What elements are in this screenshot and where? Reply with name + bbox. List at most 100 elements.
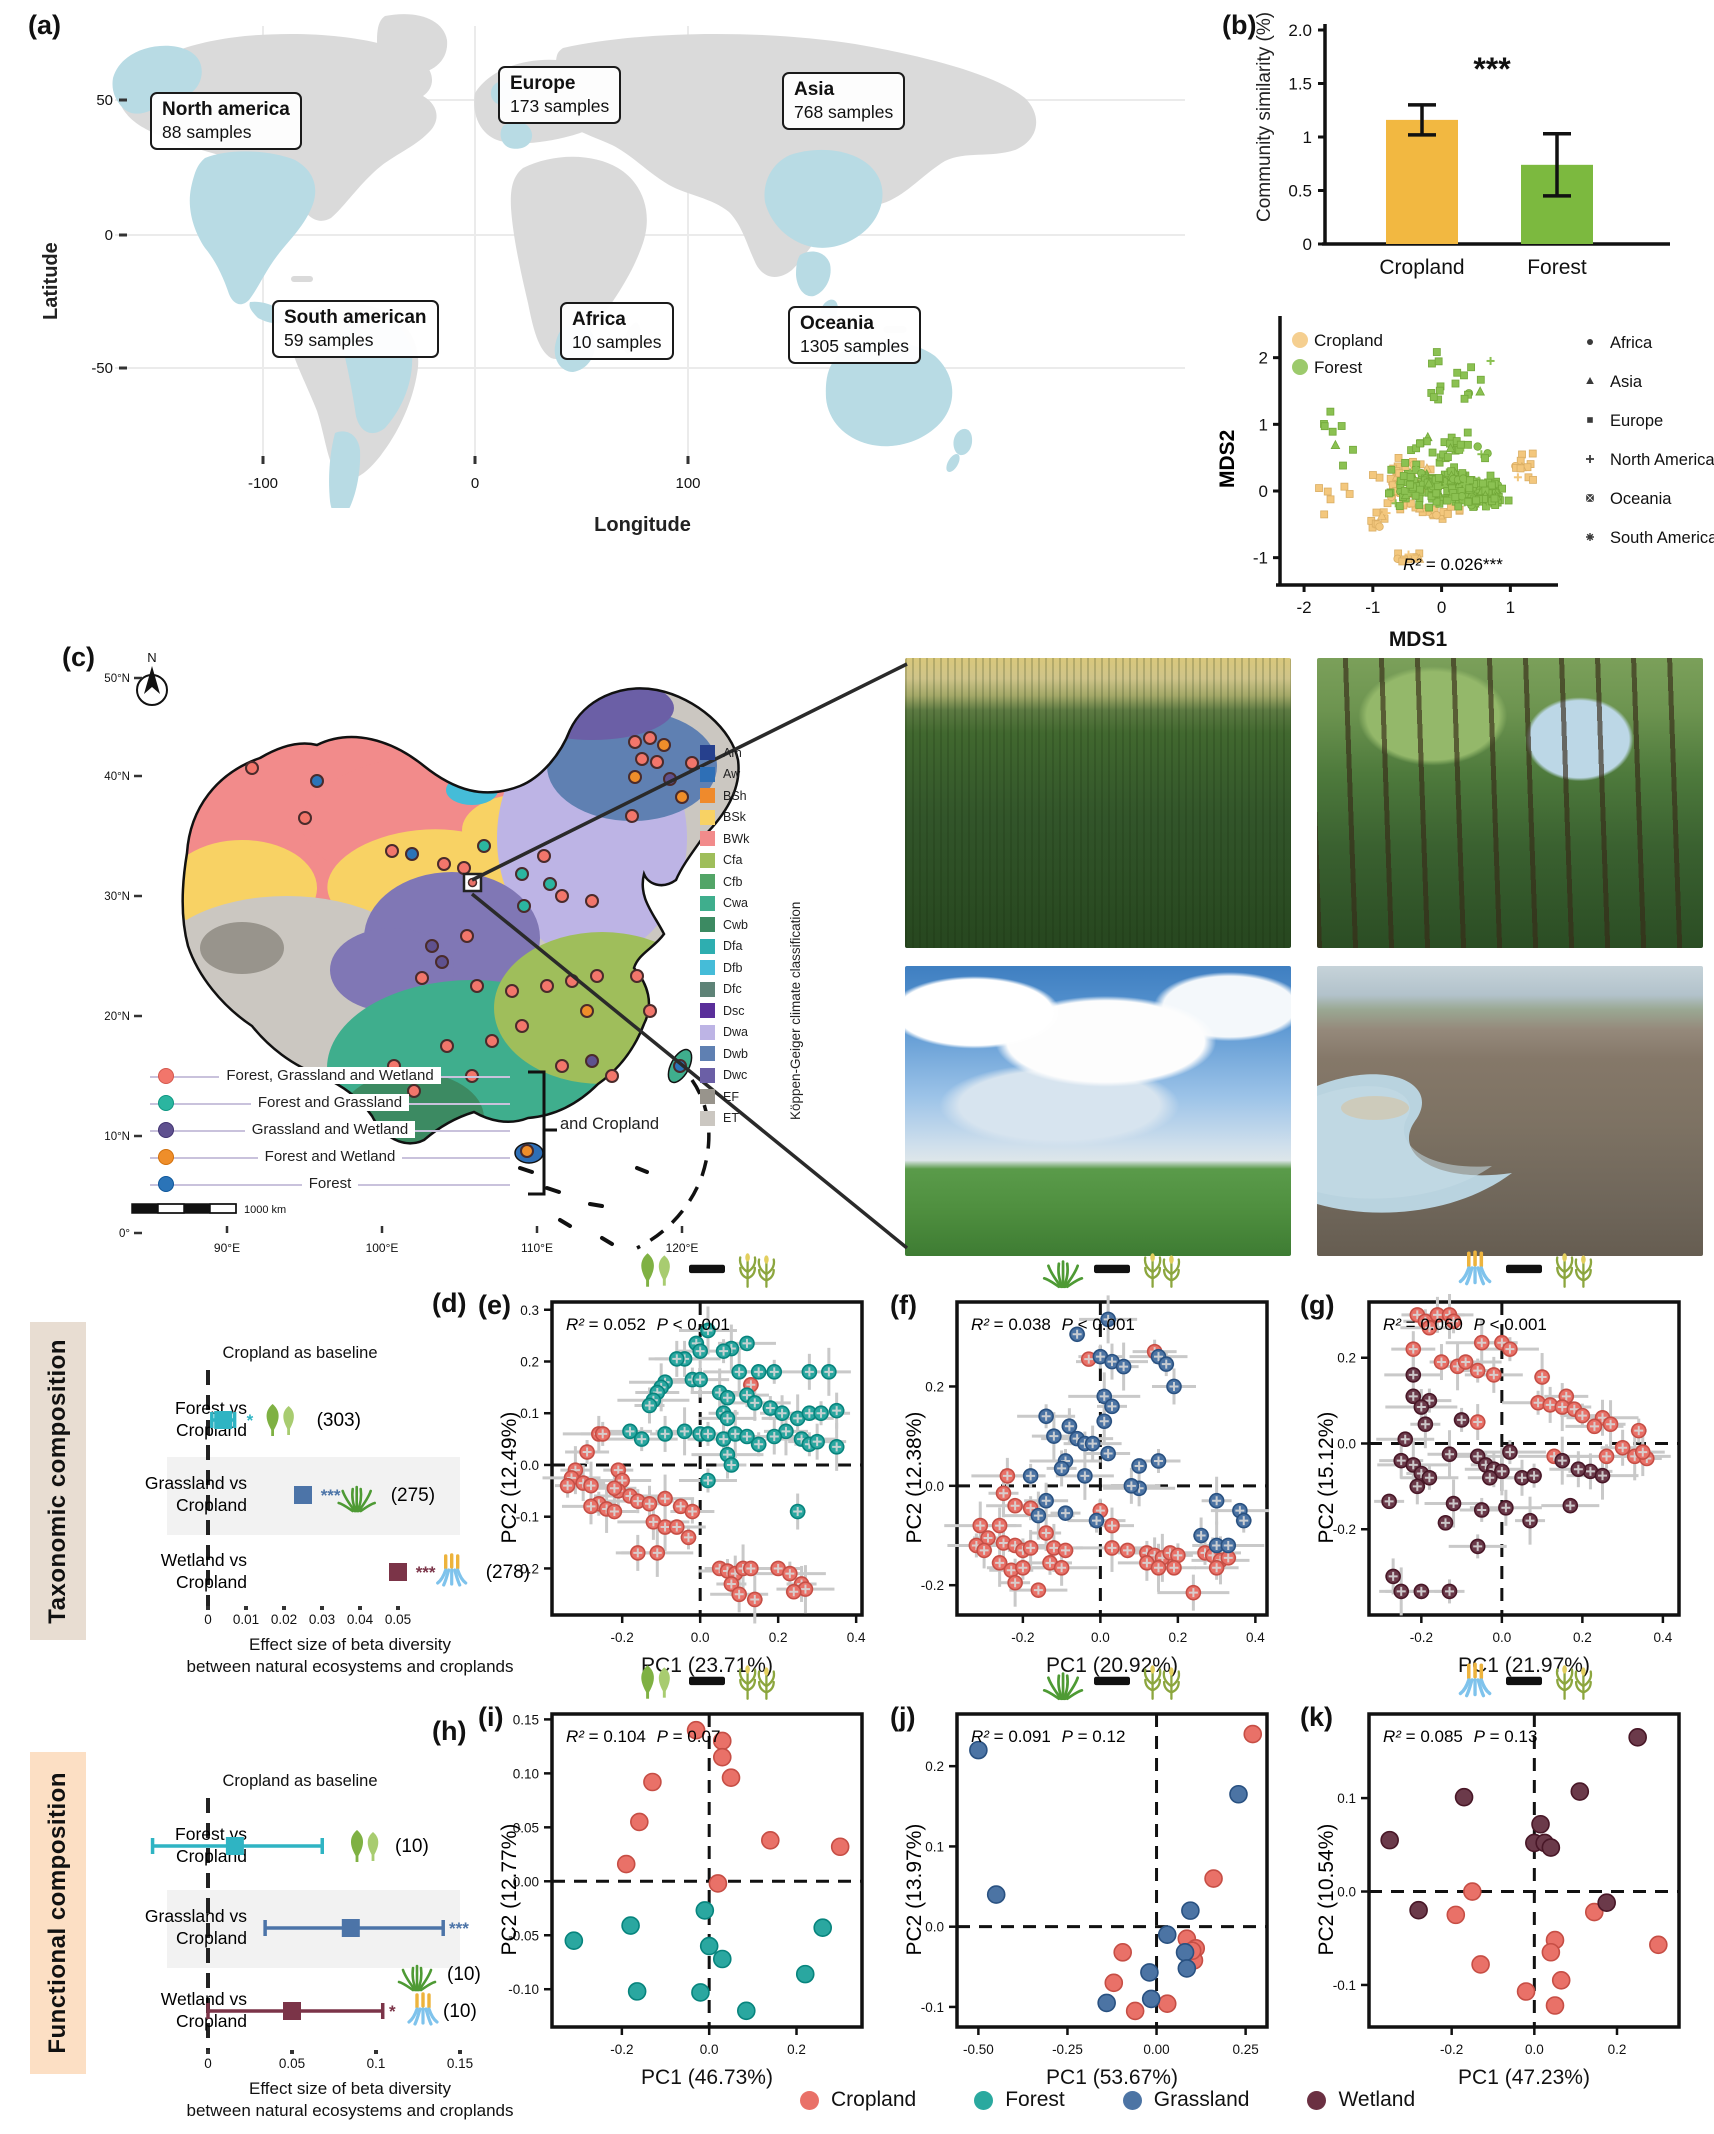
svg-text:Community similarity (%): Community similarity (%) [1254,12,1275,222]
svg-text:0.00: 0.00 [1143,2042,1169,2057]
site-legend-label: Forest, Grassland and Wetland [219,1067,441,1084]
svg-text:-100: -100 [248,475,278,492]
koppen-swatch [700,831,715,847]
pca-plot-i: R² = 0.104 P = 0.07 -0.2 0.0 0.2 0.15 0.10 0.0… [498,1706,872,2100]
svg-text:(278): (278) [486,1562,530,1583]
svg-text:0.15: 0.15 [447,2056,473,2071]
svg-text:30°N: 30°N [104,891,130,903]
svg-text:Cropland: Cropland [1379,256,1464,279]
world-map: 50 0 -50 -100 0 100 [85,8,1200,517]
svg-text:***: *** [449,1919,469,1938]
svg-text:0.0: 0.0 [1492,1630,1511,1645]
koppen-code: BSh [723,788,747,803]
svg-text:0.00: 0.00 [513,1874,539,1889]
svg-text:2.0: 2.0 [1288,21,1312,40]
svg-text:100°E: 100°E [366,1241,399,1255]
vs-bar-icon [1094,1676,1130,1686]
svg-text:(303): (303) [317,1410,361,1431]
koppen-class: ET [700,1108,749,1130]
pca-plot-e: R² = 0.052 P < 0.001 -0.2 0.0 0.2 0.4 0.3 0.2 0… [498,1294,872,1688]
svg-text:Cropland as baseline: Cropland as baseline [222,1772,377,1790]
svg-text:Effect size of beta diversity: Effect size of beta diversity [249,2079,451,2098]
koppen-class: Cwa [700,893,749,915]
svg-text:40°N: 40°N [104,771,130,783]
svg-text:Cropland: Cropland [176,1495,247,1515]
svg-text:Cropland: Cropland [176,1572,247,1592]
cropland-icon [1555,1665,1593,1700]
svg-text:50: 50 [96,92,113,109]
svg-text:***: *** [416,1563,436,1582]
grassland-icon [1042,1672,1084,1701]
svg-text:0.0: 0.0 [1091,1630,1110,1645]
legend-item-grassland: Grassland [1122,2088,1249,2112]
svg-text:PC2 (12.49%): PC2 (12.49%) [500,1412,521,1544]
svg-text:South America: South America [1610,529,1714,547]
svg-text:Cropland as baseline: Cropland as baseline [222,1344,377,1362]
svg-text:PC2 (10.54%): PC2 (10.54%) [1317,1824,1338,1956]
svg-text:-50: -50 [91,360,113,377]
koppen-swatch [700,1046,715,1062]
svg-text:0.0: 0.0 [700,2042,719,2057]
svg-text:0.3: 0.3 [520,1303,539,1318]
taxonomic-composition-label: Taxonomic composition [30,1322,86,1640]
svg-text:***: *** [1473,51,1511,87]
forest-icon [641,1665,670,1699]
svg-text:***: *** [321,1486,341,1505]
koppen-code: BWk [723,831,750,846]
svg-text:0: 0 [1303,235,1312,254]
koppen-swatch [700,1003,715,1019]
site-legend-label: Forest and Wetland [257,1148,403,1165]
svg-text:0.1: 0.1 [520,1406,539,1421]
svg-text:-2: -2 [1297,598,1312,617]
svg-text:0.0: 0.0 [925,1479,944,1494]
legend-dot [1122,2090,1142,2110]
koppen-code: Cwa [723,896,749,911]
svg-text:Cropland: Cropland [176,2011,247,2031]
svg-text:0.2: 0.2 [520,1354,539,1369]
svg-text:R² = 0.085 P = 0.13: R² = 0.085 P = 0.13 [1383,1727,1537,1746]
svg-text:100: 100 [675,475,700,492]
svg-text:1: 1 [1303,128,1312,147]
svg-text:-0.2: -0.2 [1333,1522,1356,1537]
svg-text:0: 0 [471,475,479,492]
koppen-code: Cfb [723,874,743,889]
cropland-icon [1143,1253,1181,1288]
legend-item-forest: Forest [974,2088,1065,2112]
svg-text:Wetland vs: Wetland vs [161,1550,247,1570]
svg-text:0°: 0° [119,1228,130,1240]
svg-text:0.02: 0.02 [271,1612,297,1627]
svg-text:-0.50: -0.50 [963,2042,994,2057]
koppen-code: Dwb [723,1046,749,1061]
svg-text:0.1: 0.1 [1337,1791,1356,1806]
svg-text:-0.10: -0.10 [508,1982,539,1997]
koppen-class: Dwc [700,1065,749,1087]
svg-text:PC2 (12.38%): PC2 (12.38%) [905,1412,926,1544]
koppen-class: Dfc [700,979,749,1001]
svg-text:0.2: 0.2 [1337,1351,1356,1366]
svg-text:R² = 0.060 P < 0.001: R² = 0.060 P < 0.001 [1383,1315,1547,1334]
svg-text:110°E: 110°E [521,1241,553,1255]
svg-text:20°N: 20°N [104,1011,130,1023]
svg-text:between natural ecosystems and: between natural ecosystems and croplands [187,2101,514,2120]
svg-text:0: 0 [204,1612,212,1627]
svg-text:1000 km: 1000 km [244,1204,286,1216]
koppen-legend-title: Köppen-Geiger climate classification [788,901,803,1120]
svg-text:North America: North America [1610,451,1714,469]
koppen-class: Cwb [700,914,749,936]
svg-text:0.2: 0.2 [925,1379,944,1394]
wetland-river-shape [1317,1074,1512,1213]
svg-text:2: 2 [1259,349,1268,368]
svg-text:Africa: Africa [1610,334,1653,352]
svg-text:0: 0 [1259,482,1268,501]
svg-text:0.0: 0.0 [691,1630,710,1645]
site-legend-row: Forest [150,1170,510,1197]
koppen-legend: Am Aw BSh BSk BWk Cfa Cfb Cwa Cwb Dfa Dfb Dfc Dsc Dwa… [700,742,749,1129]
legend-label: Forest [1005,2088,1065,2111]
svg-text:-0.2: -0.2 [1011,1630,1034,1645]
site-legend-dot [158,1094,174,1111]
koppen-swatch [700,1024,715,1040]
vs-bar-icon [1506,1676,1542,1686]
site-legend-row: Grassland and Wetland [150,1116,510,1143]
svg-text:-0.2: -0.2 [1410,1630,1433,1645]
legend-label: Wetland [1338,2088,1416,2111]
